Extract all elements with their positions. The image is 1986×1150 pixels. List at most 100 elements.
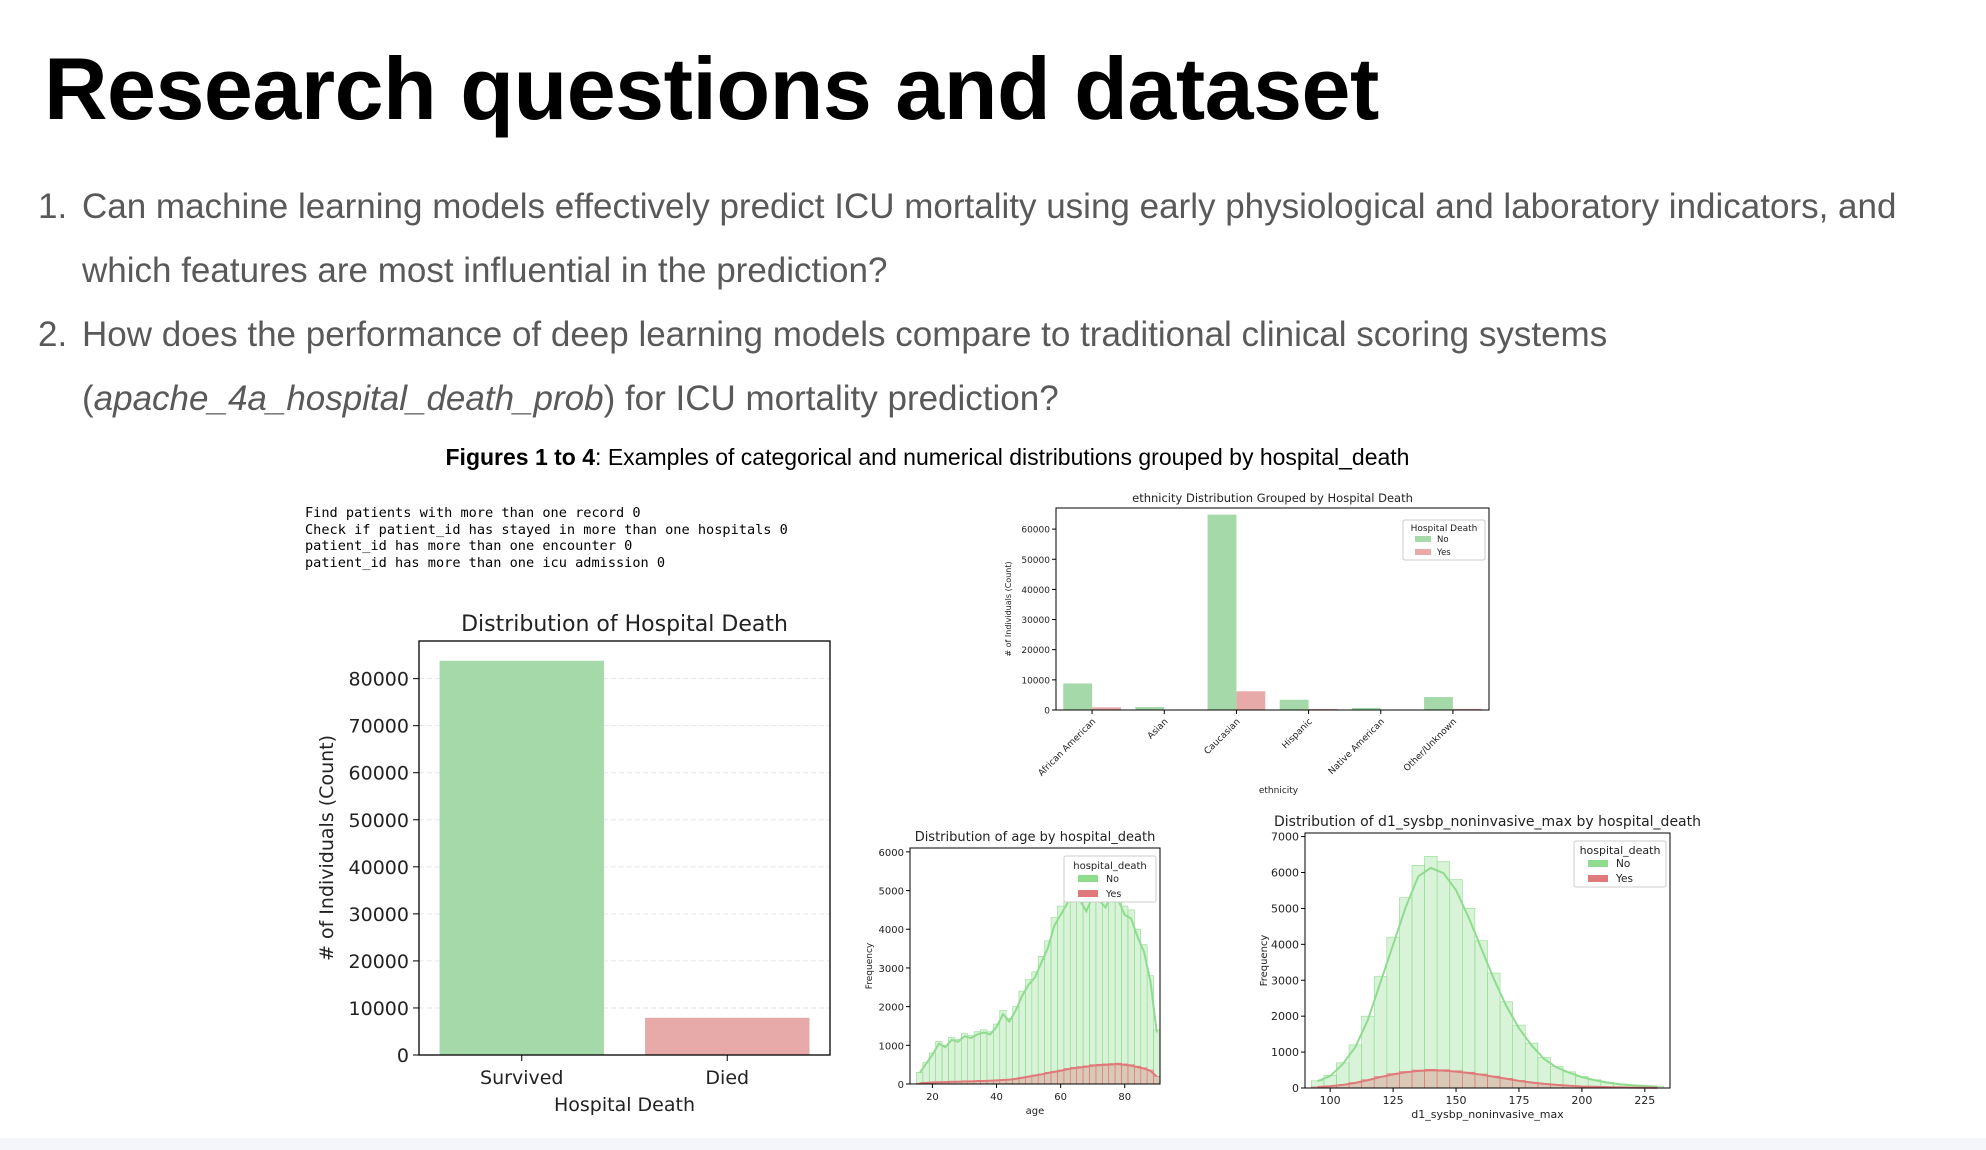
legend-label-no: No (1437, 535, 1449, 545)
hist-bin-no (954, 1039, 962, 1085)
y-tick-label: 80000 (349, 669, 409, 691)
hist-bin-no (999, 1010, 1007, 1085)
bar-no (1279, 699, 1309, 710)
hist-bin-no (1436, 861, 1451, 1089)
y-tick-label: 3000 (1271, 974, 1299, 987)
hist-bin-no (980, 1029, 988, 1085)
x-tick-label: 175 (1508, 1094, 1529, 1107)
legend-swatch-no (1078, 875, 1098, 882)
hist-bin-no (1063, 894, 1071, 1085)
hist-bin-no (986, 1031, 994, 1085)
question-2-open-paren: ( (82, 379, 94, 418)
hist-bin-no (1076, 890, 1084, 1085)
chart-title: Distribution of Hospital Death (461, 612, 788, 637)
hist-bin-no (1399, 897, 1413, 1089)
y-tick-label: 20000 (1021, 646, 1050, 656)
hist-bin-yes (1411, 1069, 1425, 1089)
console-line: Check if patient_id has stayed in more t… (305, 521, 788, 538)
y-tick-label: 4000 (879, 925, 904, 936)
hist-bin-no (1462, 908, 1476, 1089)
hist-bin-no (967, 1035, 975, 1085)
bar-yes (1236, 691, 1266, 710)
bar-no (1424, 697, 1453, 710)
hist-bin-no (1005, 1017, 1013, 1085)
y-tick-label: 30000 (349, 904, 409, 926)
hist-bin-no (1089, 886, 1097, 1085)
slide-title: Research questions and dataset (44, 39, 1379, 138)
x-tick-label: 100 (1320, 1094, 1341, 1107)
console-output: Find patients with more than one record … (305, 505, 788, 571)
y-tick-label: 50000 (1021, 556, 1050, 566)
question-1-number: 1. (38, 187, 68, 226)
x-tick-label: Died (705, 1067, 749, 1089)
bar-survived (439, 660, 604, 1055)
x-tick-label: African American (1037, 717, 1099, 779)
y-tick-label: 20000 (349, 951, 409, 973)
y-axis-label: # of Individuals (Count) (316, 735, 338, 961)
plot-frame (418, 640, 831, 1056)
legend-label-yes: Yes (1105, 889, 1121, 900)
hist-bin-no (1095, 890, 1103, 1085)
hist-bin-no (1012, 1006, 1020, 1085)
hist-bin-no (1127, 909, 1135, 1085)
question-1-line-2: which features are most influential in t… (82, 251, 888, 290)
research-questions: 1. Can machine learning models effective… (38, 175, 1958, 431)
hist-bin-no (973, 1031, 981, 1085)
legend-title: hospital_death (1073, 861, 1147, 872)
y-tick-label: 4000 (1271, 938, 1299, 951)
legend-label-yes: Yes (1436, 548, 1451, 558)
x-tick-label: 60 (1054, 1092, 1067, 1103)
console-line: patient_id has more than one icu admissi… (305, 554, 666, 571)
kde-line-yes (919, 1063, 1158, 1085)
y-tick-label: 40000 (1021, 586, 1050, 596)
question-2: 2. How does the performance of deep lear… (38, 303, 1958, 431)
hist-bin-no (1114, 890, 1122, 1085)
y-tick-label: 40000 (349, 857, 409, 879)
y-tick-label: 0 (1292, 1082, 1299, 1095)
hist-bin-no (1031, 971, 1039, 1085)
legend-swatch-yes (1078, 890, 1098, 897)
hist-bin-no (941, 1045, 949, 1085)
hist-bin-yes (1063, 1068, 1071, 1085)
x-tick-label: 80 (1118, 1092, 1131, 1103)
hist-bin-no (1069, 878, 1077, 1085)
hist-bin-no (948, 1037, 956, 1085)
hist-bin-no (1057, 905, 1065, 1085)
hist-bin-yes (1436, 1069, 1451, 1089)
legend-label-no: No (1106, 874, 1119, 885)
hospital-death-bar-chart: 0 10000 20000 30000 40000 50000 60000 70000 8000… (316, 612, 831, 1116)
x-axis-label: d1_sysbp_noninvasive_max (1411, 1108, 1564, 1121)
hist-bin-yes (1449, 1070, 1463, 1089)
legend-swatch-no (1588, 860, 1608, 867)
hist-bin-yes (1121, 1063, 1129, 1085)
hist-bin-yes (1108, 1063, 1116, 1085)
chart-title: ethnicity Distribution Grouped by Hospit… (1132, 491, 1413, 505)
age-histogram-chart: 0 1000 2000 3000 4000 5000 6000 20 40 60 80 Distrib… (865, 830, 1161, 1117)
hist-bin-yes (1134, 1065, 1142, 1085)
question-2-variable: apache_4a_hospital_death_prob (93, 379, 604, 418)
y-tick-label: 2000 (879, 1003, 904, 1014)
x-tick-label: Caucasian (1203, 717, 1243, 757)
y-tick-label: 60000 (1021, 526, 1050, 536)
hist-bin-yes (1069, 1067, 1077, 1085)
x-axis-label: age (1026, 1106, 1045, 1117)
caption-bold: Figures 1 to 4 (445, 444, 596, 470)
ethnicity-bar-chart: 0 10000 20000 30000 40000 50000 60000 African A… (1004, 491, 1490, 796)
bar-yes (1308, 708, 1338, 710)
legend-swatch-yes (1588, 875, 1608, 882)
hist-bin-no (1082, 901, 1090, 1085)
y-tick-label: 6000 (1271, 867, 1299, 880)
hist-bin-yes (1114, 1062, 1122, 1085)
x-tick-label: Other/Unknown (1402, 717, 1459, 774)
hist-bin-no (1449, 879, 1463, 1089)
hist-bin-yes (1095, 1063, 1103, 1085)
bar-no (1063, 683, 1093, 710)
y-tick-label: 5000 (1271, 902, 1299, 915)
hist-bin-no (1411, 865, 1425, 1089)
bar-died (645, 1017, 810, 1055)
hist-bin-no (1108, 882, 1116, 1085)
question-2-line-2-end: ) for ICU mortality prediction? (603, 379, 1059, 418)
console-line: Find patients with more than one record … (305, 505, 641, 521)
y-tick-label: 0 (898, 1080, 904, 1091)
caption-text: : Examples of categorical and numerical … (595, 444, 1410, 470)
